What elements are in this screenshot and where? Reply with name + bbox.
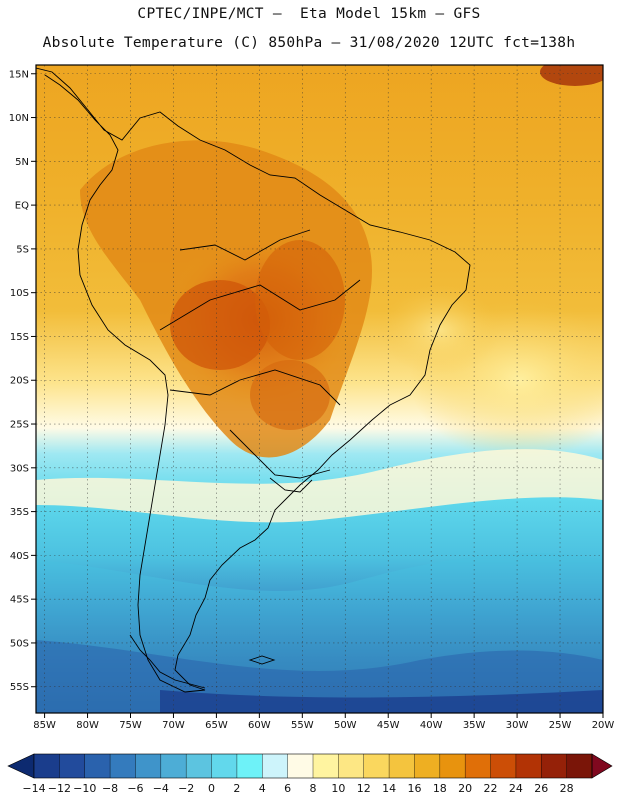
lon-label: 75W	[119, 720, 142, 731]
lon-label: 55W	[291, 720, 314, 731]
colorbar	[7, 753, 613, 779]
colorbar-swatch	[338, 754, 365, 778]
colorbar-over-arrow	[591, 753, 613, 779]
colorbar-label: 24	[509, 782, 523, 795]
colorbar-swatch	[313, 754, 339, 778]
lat-label: 10S	[10, 288, 29, 299]
lon-label: 70W	[162, 720, 185, 731]
longitude-axis: 85W 80W 75W 70W 65W 60W 55W 50W 45W 40W 35W 30W 25W 2…	[33, 713, 614, 731]
colorbar-label: −14	[22, 782, 45, 795]
colorbar-label: −8	[102, 782, 118, 795]
colorbar-swatch	[135, 754, 162, 778]
colorbar-label: 20	[458, 782, 472, 795]
colorbar-label: 22	[484, 782, 498, 795]
lon-label: 25W	[549, 720, 572, 731]
lat-label: 45S	[10, 595, 29, 606]
temperature-field	[36, 65, 603, 713]
colorbar-swatch	[541, 754, 567, 778]
lat-label: 5S	[16, 244, 29, 255]
colorbar-label: 2	[233, 782, 240, 795]
colorbar-label: −4	[153, 782, 169, 795]
colorbar-label: 12	[357, 782, 371, 795]
colorbar-label: −6	[127, 782, 143, 795]
graticule	[36, 65, 604, 713]
colorbar-labels: −14 −12 −10 −8 −6 −4 −2 0 2 4 6 8 10 12 14 16 18 20 22 24 26…	[22, 782, 573, 795]
lat-label: 40S	[10, 551, 29, 562]
colorbar-label: 14	[382, 782, 396, 795]
lon-label: 65W	[205, 720, 228, 731]
title-line-1: CPTEC/INPE/MCT – Eta Model 15km – GFS	[137, 6, 481, 22]
latitude-axis: 15N 10N 5N EQ 5S 10S 15S 20S 25S 30S 35S 40S 45S 50S 5…	[9, 69, 36, 693]
colorbar-swatch	[110, 754, 136, 778]
lon-label: 40W	[420, 720, 443, 731]
lat-label: 55S	[10, 682, 29, 693]
colorbar-swatch	[363, 754, 390, 778]
colorbar-label: 0	[208, 782, 215, 795]
lat-label: 30S	[10, 463, 29, 474]
lat-label: 15S	[10, 332, 29, 343]
lon-label: 35W	[463, 720, 486, 731]
lon-label: 45W	[377, 720, 400, 731]
lat-label: EQ	[15, 201, 29, 212]
colorbar-label: −10	[73, 782, 96, 795]
lat-label: 50S	[10, 638, 29, 649]
colorbar-swatch	[262, 754, 288, 778]
colorbar-label: 16	[407, 782, 421, 795]
colorbar-swatch	[287, 754, 314, 778]
lat-label: 25S	[10, 420, 29, 431]
colorbar-swatch	[236, 754, 263, 778]
colorbar-label: −2	[178, 782, 194, 795]
lat-label: 35S	[10, 507, 29, 518]
colorbar-under-arrow	[7, 753, 35, 779]
title-line-2: Absolute Temperature (C) 850hPa – 31/08/…	[42, 35, 576, 51]
colorbar-label: 18	[433, 782, 447, 795]
colorbar-label: 6	[284, 782, 291, 795]
colorbar-swatch	[160, 754, 187, 778]
lon-label: 20W	[592, 720, 615, 731]
colorbar-swatch	[211, 754, 238, 778]
colorbar-swatch	[465, 754, 491, 778]
lon-label: 60W	[248, 720, 271, 731]
colorbar-label: 26	[534, 782, 548, 795]
lon-label: 80W	[76, 720, 99, 731]
colorbar-swatch	[186, 754, 212, 778]
lon-label: 50W	[334, 720, 357, 731]
lon-label: 85W	[33, 720, 56, 731]
lat-label: 10N	[9, 113, 29, 124]
lat-label: 15N	[9, 69, 29, 80]
lat-label: 20S	[10, 376, 29, 387]
colorbar-label: 10	[331, 782, 345, 795]
colorbar-swatch	[34, 754, 60, 778]
colorbar-swatch	[389, 754, 415, 778]
colorbar-swatch	[439, 754, 466, 778]
coastlines	[36, 67, 471, 693]
colorbar-swatch	[59, 754, 86, 778]
colorbar-swatch	[490, 754, 517, 778]
map-frame	[35, 64, 604, 714]
lon-label: 30W	[506, 720, 529, 731]
colorbar-swatch	[566, 754, 593, 778]
colorbar-swatch	[515, 754, 542, 778]
colorbar-label: 4	[259, 782, 266, 795]
colorbar-swatch	[414, 754, 441, 778]
colorbar-label: −12	[48, 782, 71, 795]
colorbar-label: 28	[560, 782, 574, 795]
lat-label: 5N	[15, 157, 29, 168]
colorbar-swatch	[84, 754, 111, 778]
colorbar-label: 8	[310, 782, 317, 795]
